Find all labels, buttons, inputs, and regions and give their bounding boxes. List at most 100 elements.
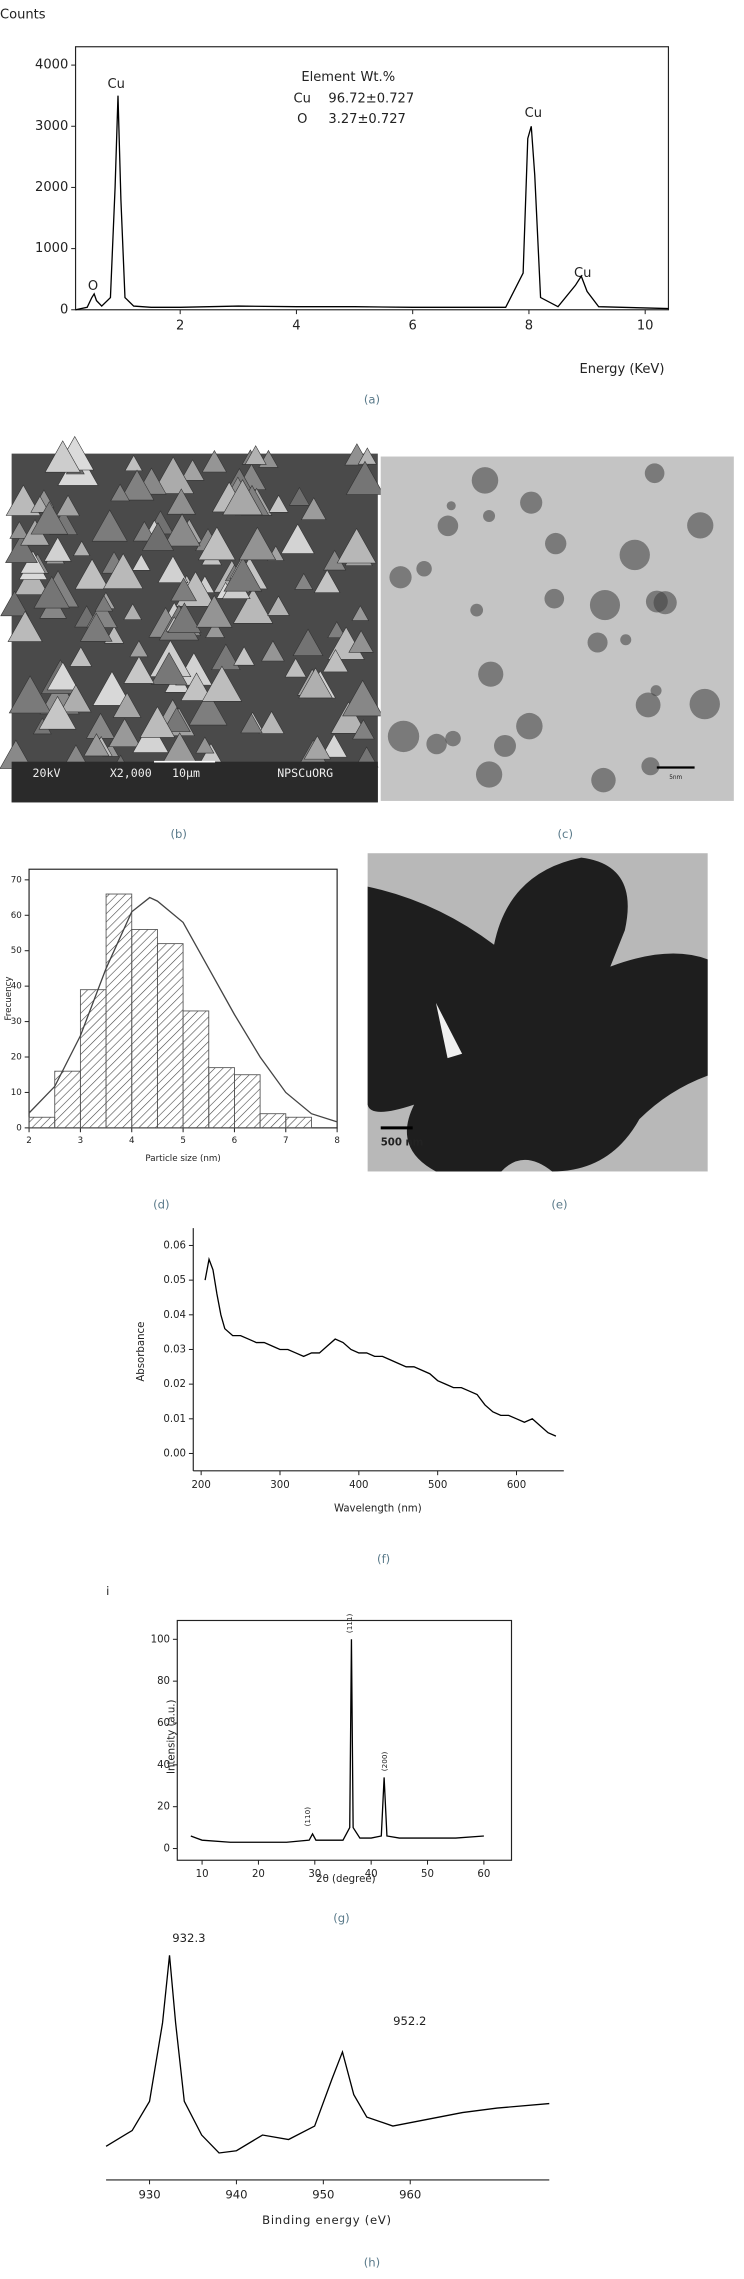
nanoparticle <box>689 688 720 720</box>
x-tick-label: 5 <box>180 1136 186 1146</box>
table-cell: 96.72±0.727 <box>328 92 414 107</box>
x-tick-label: 8 <box>334 1136 340 1146</box>
x-tick-label: 200 <box>191 1480 210 1491</box>
histogram-bar <box>285 1116 312 1129</box>
crystal <box>119 469 155 501</box>
x-axis-label: Wavelength (nm) <box>334 1504 422 1515</box>
crystal <box>38 695 77 730</box>
crystal <box>102 553 144 589</box>
x-tick-label: 30 <box>308 1869 321 1880</box>
crystal <box>59 684 92 713</box>
table-cell: 3.27±0.727 <box>328 112 405 127</box>
x-axis-label: Binding energy (eV) <box>262 2213 392 2227</box>
nanoparticle <box>494 734 516 757</box>
crystal <box>258 710 285 734</box>
crystal <box>205 620 226 638</box>
y-tick-label: 60 <box>11 911 22 921</box>
nanoparticle <box>416 561 432 577</box>
particle <box>435 1002 463 1059</box>
crystal <box>14 564 49 595</box>
x-tick-label: 930 <box>138 2188 160 2202</box>
nanoparticle <box>426 733 447 755</box>
crystal <box>222 479 263 516</box>
crystal <box>303 735 331 760</box>
crystal <box>43 536 72 562</box>
crystal <box>0 590 29 617</box>
x-tick-label: 2 <box>26 1136 32 1146</box>
histogram-bar <box>259 1113 287 1129</box>
spectrum-line <box>75 95 669 311</box>
fit-curve <box>28 896 338 1123</box>
crystal <box>336 527 377 564</box>
crystal <box>44 440 81 473</box>
crystal <box>352 719 375 740</box>
nanoparticle <box>545 532 567 555</box>
crystal <box>320 733 348 758</box>
nanoparticle <box>475 761 503 788</box>
nanoparticle <box>641 757 660 776</box>
x-tick-label: 950 <box>312 2188 334 2202</box>
y-tick-label: 0.02 <box>163 1379 186 1390</box>
nanoparticle <box>520 491 543 514</box>
crystal <box>180 459 205 481</box>
y-tick-label: 60 <box>157 1718 170 1729</box>
x-tick-label: 600 <box>507 1480 526 1491</box>
caption: (b) <box>171 827 187 841</box>
crystal <box>8 675 52 714</box>
x-tick-label: 10 <box>637 319 654 334</box>
caption: (g) <box>333 1911 349 1925</box>
histogram-bar <box>79 989 107 1129</box>
crystal <box>357 447 377 465</box>
y-tick-label: 20 <box>11 1053 22 1063</box>
peak-label: O <box>88 279 98 294</box>
crystal <box>280 523 315 554</box>
x-tick-label: 6 <box>409 319 417 334</box>
caption: (h) <box>364 2255 380 2269</box>
y-axis-label: Counts <box>0 7 46 22</box>
crystal <box>167 602 202 633</box>
nanoparticle <box>471 467 499 494</box>
peak-label: 952.2 <box>393 2014 426 2028</box>
caption: (a) <box>364 392 380 406</box>
crystal <box>313 569 341 593</box>
histogram-bar <box>156 943 184 1129</box>
crystal <box>152 456 195 494</box>
crystal <box>294 572 314 590</box>
y-tick-label: 40 <box>11 982 22 992</box>
crystal <box>197 526 236 561</box>
crystal <box>284 657 307 678</box>
histogram-bar <box>28 1116 56 1129</box>
y-tick-label: 50 <box>11 946 22 956</box>
crystal <box>5 533 38 563</box>
crystal <box>9 521 30 539</box>
y-tick-label: 2000 <box>35 180 68 195</box>
nanoparticle <box>644 463 665 484</box>
sem-label: X2,000 <box>110 766 152 780</box>
histogram-bar <box>182 1010 210 1129</box>
crystal <box>201 665 243 702</box>
crystal <box>69 646 93 667</box>
nanoparticle <box>389 566 412 589</box>
spectrum-line <box>204 1256 557 1437</box>
sem-label: 20kV <box>33 766 61 780</box>
crystal <box>298 667 333 699</box>
crystal <box>345 460 385 495</box>
y-tick-label: 1000 <box>35 241 68 256</box>
sem-label: NPSCuORG <box>277 766 333 780</box>
plot-frame <box>176 1619 513 1861</box>
crystal <box>56 494 80 517</box>
crystal <box>132 520 156 542</box>
crystal <box>74 558 110 590</box>
crystal <box>240 713 263 734</box>
crystal <box>150 651 188 685</box>
y-tick-label: 20 <box>157 1802 170 1813</box>
histogram-bar <box>208 1067 235 1129</box>
x-tick-label: 940 <box>225 2188 247 2202</box>
y-tick-label: 80 <box>157 1676 170 1687</box>
x-tick-label: 500 <box>428 1480 447 1491</box>
x-axis-label: Energy (KeV) <box>579 362 664 377</box>
x-tick-label: 960 <box>399 2188 421 2202</box>
y-tick-label: 0.06 <box>163 1240 186 1251</box>
x-tick-label: 10 <box>196 1869 209 1880</box>
x-tick-label: 40 <box>365 1869 378 1880</box>
